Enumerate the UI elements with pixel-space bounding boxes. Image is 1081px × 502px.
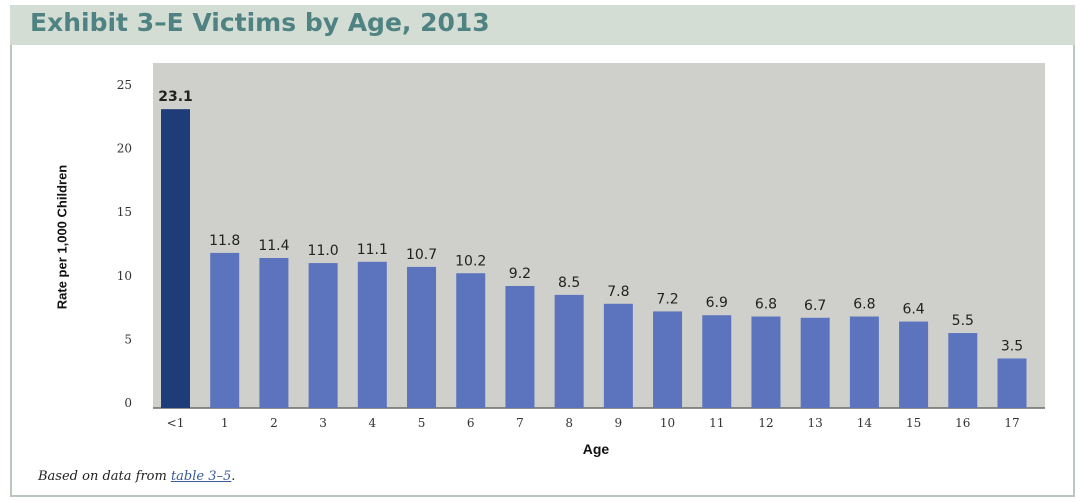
exhibit-title: Exhibit 3–E Victims by Age, 2013 — [30, 8, 490, 37]
bar — [456, 273, 486, 408]
x-tick-label: 9 — [615, 416, 623, 430]
bar — [554, 294, 584, 408]
exhibit-panel — [10, 45, 1075, 497]
y-axis-label: Rate per 1,000 Children — [54, 164, 70, 310]
data-label: 6.8 — [755, 297, 777, 313]
x-tick-label: 17 — [1004, 416, 1019, 430]
data-label: 5.5 — [952, 313, 974, 329]
data-label: 11.4 — [258, 238, 289, 254]
data-label: 10.2 — [455, 253, 486, 269]
x-tick-label: 13 — [808, 416, 823, 430]
x-tick-label: 2 — [270, 416, 278, 430]
bar — [308, 263, 338, 408]
bar — [800, 317, 830, 408]
x-tick-label: 8 — [565, 416, 573, 430]
x-tick-label: 5 — [418, 416, 426, 430]
y-tick-label: 10 — [117, 269, 132, 283]
data-label: 6.9 — [706, 295, 728, 311]
data-label: 8.5 — [558, 275, 580, 291]
x-tick-label: 12 — [758, 416, 773, 430]
source-note-prefix: Based on data from — [38, 469, 171, 484]
source-table-link[interactable]: table 3–5 — [170, 469, 232, 484]
x-tick-label: 11 — [709, 416, 724, 430]
data-label: 3.5 — [1001, 338, 1023, 354]
bar — [702, 315, 732, 408]
x-tick-label: <1 — [167, 416, 185, 430]
bar — [948, 333, 978, 408]
bar — [357, 261, 387, 408]
y-tick-label: 5 — [124, 332, 132, 346]
data-label: 7.2 — [656, 291, 678, 307]
x-tick-label: 15 — [906, 416, 921, 430]
data-label: 11.0 — [308, 243, 339, 259]
bar — [653, 311, 683, 408]
x-tick-label: 7 — [516, 416, 524, 430]
x-tick-label: 1 — [221, 416, 229, 430]
data-label: 6.4 — [902, 302, 924, 318]
bar — [849, 316, 879, 408]
exhibit-header: Exhibit 3–E Victims by Age, 2013 — [10, 5, 1075, 45]
x-tick-label: 10 — [660, 416, 675, 430]
source-note: Based on data from table 3–5. — [38, 469, 235, 484]
x-tick-label: 3 — [319, 416, 327, 430]
data-label: 10.7 — [406, 247, 437, 263]
bar — [210, 252, 240, 408]
x-tick-label: 16 — [955, 416, 970, 430]
x-axis-label: Age — [582, 441, 610, 457]
bar — [603, 303, 633, 408]
data-label: 6.7 — [804, 298, 826, 314]
data-label: 11.8 — [209, 233, 240, 249]
data-label: 11.1 — [357, 242, 388, 258]
bar — [751, 316, 781, 408]
bar — [899, 321, 929, 408]
bar — [997, 358, 1027, 408]
y-tick-label: 25 — [117, 78, 132, 92]
x-tick-label: 14 — [857, 416, 873, 430]
data-label: 7.8 — [607, 284, 629, 300]
data-label: 9.2 — [509, 266, 531, 282]
x-tick-label: 6 — [467, 416, 475, 430]
source-note-suffix: . — [231, 469, 236, 484]
bar — [505, 285, 535, 408]
y-tick-label: 15 — [117, 205, 132, 219]
data-label: 6.8 — [853, 297, 875, 313]
data-label: 23.1 — [158, 89, 193, 105]
bar-highlight — [161, 109, 190, 408]
y-tick-label: 20 — [117, 142, 132, 156]
bar — [259, 257, 289, 408]
x-tick-label: 4 — [369, 416, 377, 430]
bar — [407, 266, 437, 408]
plot-area — [153, 63, 1045, 408]
y-tick-label: 0 — [124, 396, 132, 410]
